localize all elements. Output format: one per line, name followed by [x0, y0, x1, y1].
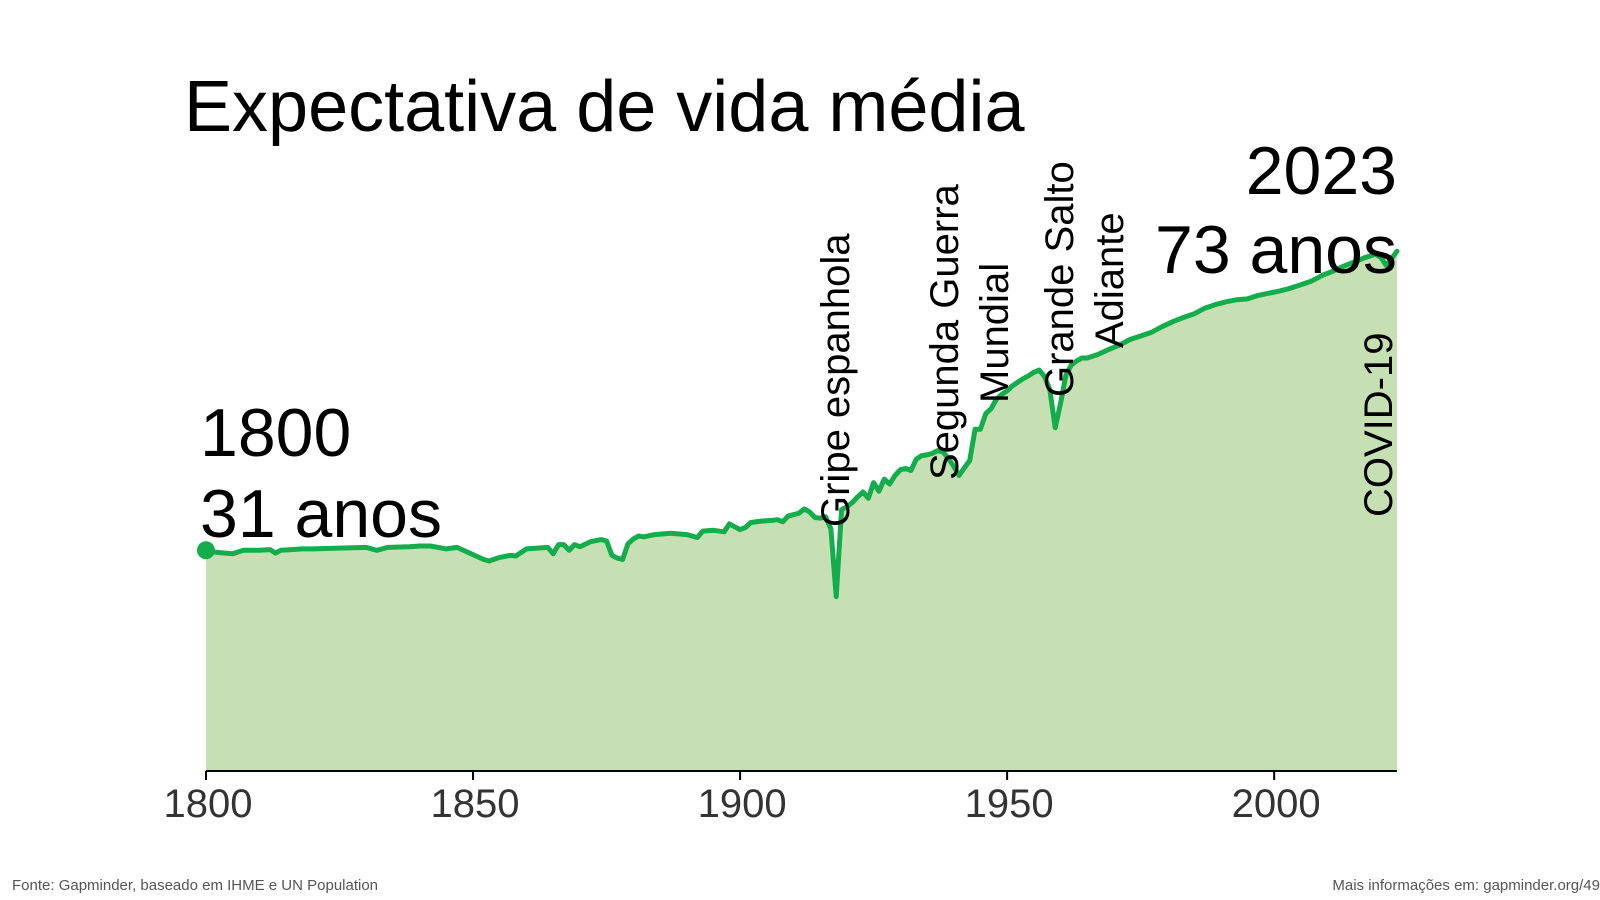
end-value-label: 73 anos: [1155, 212, 1397, 288]
start-point-marker: [197, 541, 215, 560]
area-fill-group: [206, 251, 1397, 771]
event-label-grande-salto: Grande Salto: [1038, 161, 1082, 397]
series-line: [203, 248, 1400, 600]
event-label-covid-19: COVID-19: [1357, 333, 1401, 518]
x-tick-label-1800: 1800: [164, 782, 253, 826]
start-year-label: 1800: [200, 395, 351, 471]
event-label-gripe-espanhola: Gripe espanhola: [814, 233, 858, 527]
x-tick-label-1900: 1900: [698, 782, 787, 826]
event-label-adiante: Adiante: [1088, 212, 1132, 348]
series-line-group: [203, 248, 1400, 600]
event-label-mundial: Mundial: [973, 263, 1017, 403]
end-year-label: 2023: [1246, 133, 1397, 209]
more-info-link[interactable]: Mais informações em: gapminder.org/49: [1332, 877, 1600, 894]
x-tick-label-1850: 1850: [431, 782, 520, 826]
source-note: Fonte: Gapminder, baseado em IHME e UN P…: [12, 877, 379, 894]
area-fill: [206, 251, 1397, 771]
x-tick-label-1950: 1950: [965, 782, 1054, 826]
x-axis-ticks: 1800 1850 1900 1950 2000: [164, 771, 1321, 826]
chart-title: Expectativa de vida média: [184, 67, 1025, 147]
start-value-label: 31 anos: [200, 476, 442, 552]
x-tick-label-2000: 2000: [1232, 782, 1321, 826]
event-label-segunda-guerra: Segunda Guerra: [923, 183, 967, 480]
